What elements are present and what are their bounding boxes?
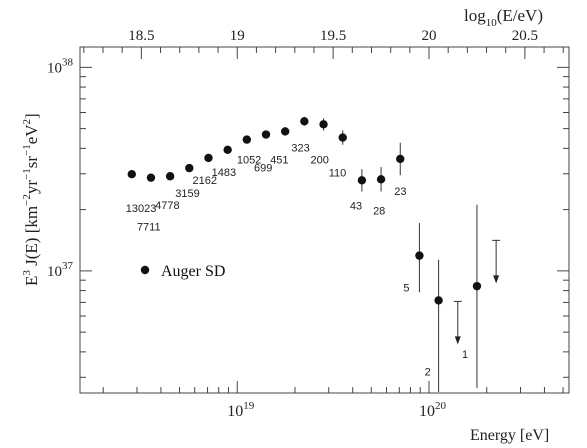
top-axis-label-suffix: (E/eV) <box>497 6 543 25</box>
event-count-label: 3159 <box>175 188 199 200</box>
y-label-ev-exp: 2 <box>21 119 33 125</box>
data-point <box>204 153 213 163</box>
data-point <box>338 133 347 142</box>
x-axis-label: Energy [eV] <box>470 427 549 444</box>
event-count-label: 1483 <box>212 167 236 179</box>
top-axis-label: log10(E/eV) <box>464 6 543 29</box>
y-label-close: ] <box>22 113 41 119</box>
event-count-label: 13023 <box>126 203 157 215</box>
event-count-label: 5 <box>403 283 409 295</box>
top-axis-label-prefix: log <box>464 6 486 25</box>
legend-label: Auger SD <box>161 263 225 280</box>
y-label-ev: eV <box>22 124 41 145</box>
data-point <box>185 163 194 173</box>
data-point <box>261 130 271 139</box>
y-axis-label: E3 J(E) [km−2yr−1sr−1eV2] <box>21 113 41 286</box>
y-label-km-exp: −2 <box>21 194 33 206</box>
event-count-label: 28 <box>373 205 385 217</box>
y-tick-label-exp: 37 <box>62 260 74 272</box>
upper-limit-arrowhead <box>454 336 461 345</box>
x-tick-label: 1019 <box>227 400 255 420</box>
upper-limit-arrowhead <box>493 275 500 284</box>
axis-ticks <box>80 47 569 393</box>
event-count-label: 23 <box>394 186 406 198</box>
x-tick-label: 1020 <box>419 400 447 420</box>
data-point <box>396 154 405 164</box>
data-point <box>146 173 156 182</box>
event-count-label: 323 <box>291 142 309 154</box>
y-label-sr-exp: −1 <box>21 144 33 156</box>
y-label-yr: yr <box>22 180 41 195</box>
plot-frame <box>79 46 570 394</box>
data-point <box>434 296 443 305</box>
y-tick-label-base: 10 <box>47 264 62 280</box>
event-count-label: 2 <box>425 366 431 378</box>
event-count-label: 200 <box>311 154 329 166</box>
data-point <box>280 127 290 136</box>
y-label-e: E <box>22 276 41 286</box>
data-point <box>165 172 175 181</box>
data-point <box>357 176 367 185</box>
x-tick-label-top: 18.5 <box>128 28 154 44</box>
data-point <box>223 145 232 154</box>
x-tick-label-top: 20.5 <box>512 28 538 44</box>
event-count-label: 2162 <box>192 175 216 187</box>
x-tick-label-top: 19 <box>230 28 245 44</box>
event-count-label: 451 <box>270 154 288 166</box>
data-point <box>300 117 309 126</box>
error-bars <box>131 116 478 392</box>
y-label-yr-exp: −1 <box>21 168 33 180</box>
event-count-label: 1 <box>462 349 468 361</box>
event-count-labels: 13023 7711 4778315921621483105269945132320… <box>126 142 468 378</box>
legend-marker <box>140 265 150 275</box>
x-tick-label-top: 20 <box>422 28 437 44</box>
event-count-label: 7711 <box>137 222 161 234</box>
y-label-sup3: 3 <box>21 270 33 276</box>
data-point <box>376 175 386 184</box>
event-count-label: 699 <box>254 163 272 175</box>
data-point <box>127 170 136 179</box>
data-point <box>319 120 328 129</box>
event-count-label: 4778 <box>155 200 179 212</box>
y-tick-label-base: 10 <box>47 60 62 76</box>
event-count-label: 110 <box>329 168 347 180</box>
event-count-label: 1052 <box>237 155 261 167</box>
data-points <box>127 117 482 305</box>
data-point <box>242 135 252 144</box>
x-tick-label-top: 19.5 <box>320 28 346 44</box>
data-point <box>415 251 424 260</box>
top-axis-label-sub: 10 <box>486 17 498 29</box>
y-tick-label-exp: 38 <box>62 56 74 68</box>
x-tick-label-exp: 19 <box>243 400 255 412</box>
x-tick-label-base: 10 <box>419 403 435 420</box>
x-tick-label-exp: 20 <box>435 400 447 412</box>
x-tick-label-base: 10 <box>227 403 243 420</box>
y-tick-label: 1037 <box>47 260 74 280</box>
data-point <box>472 281 482 291</box>
event-count-label: 43 <box>350 200 362 212</box>
y-tick-label: 1038 <box>47 56 74 76</box>
y-label-j: J(E) [km <box>22 206 41 270</box>
y-label-sr: sr <box>22 156 41 169</box>
upper-limit-arrows <box>453 239 501 345</box>
